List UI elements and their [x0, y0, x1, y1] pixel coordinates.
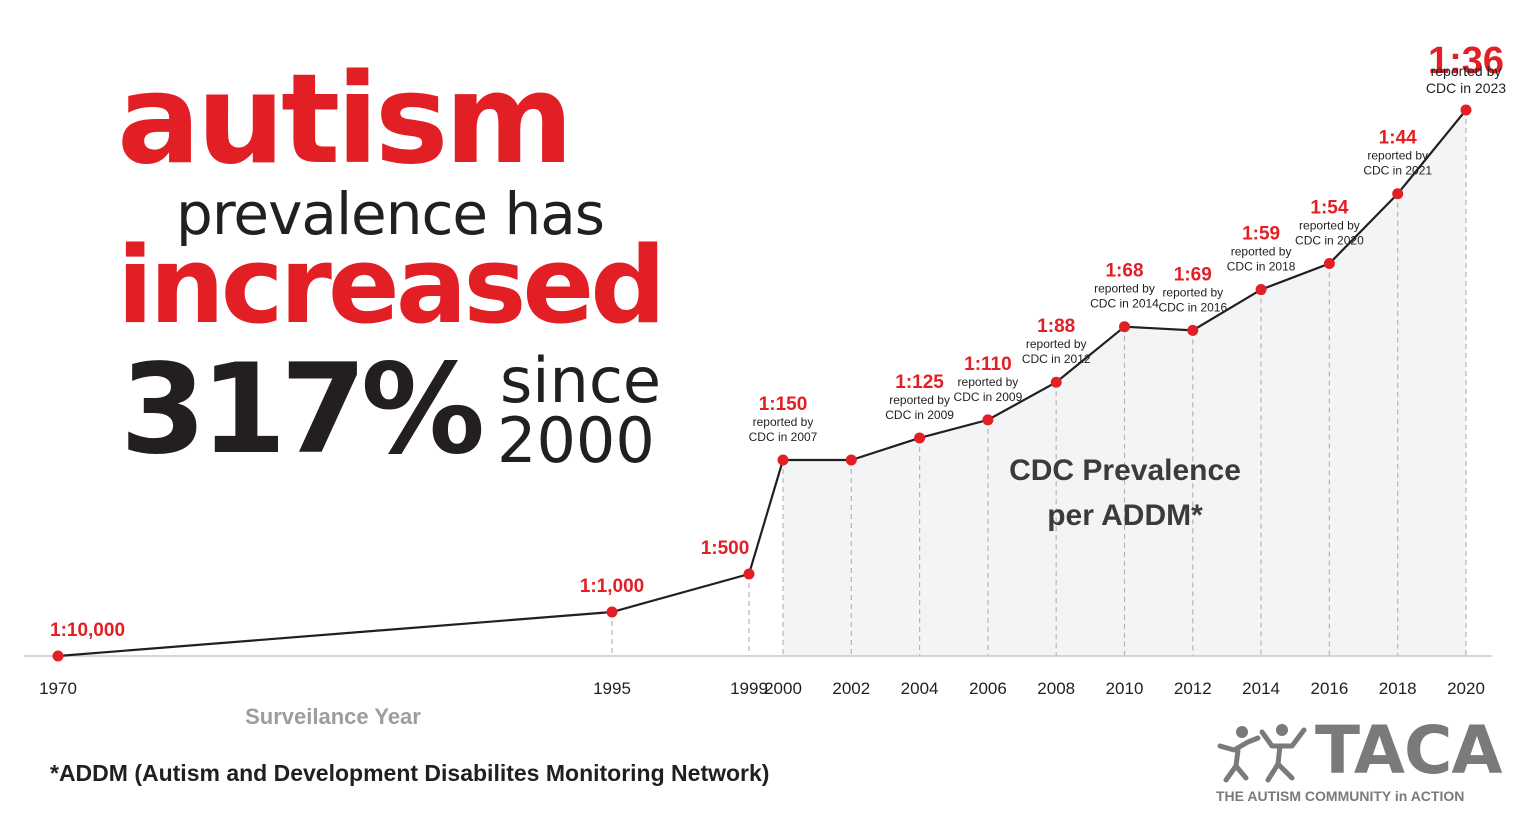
- ratio-label-1999: 1:500: [701, 538, 750, 559]
- x-tick-2018: 2018: [1379, 679, 1417, 698]
- note-label-2006: reported by: [958, 375, 1019, 389]
- x-tick-2000: 2000: [764, 679, 802, 698]
- headline-prevalence: prevalence has: [176, 180, 605, 248]
- note-label-2012-b: CDC in 2016: [1158, 300, 1227, 314]
- data-point-1995: [606, 606, 618, 618]
- note-label-2008-b: CDC in 2012: [1022, 352, 1091, 366]
- data-point-2016: [1323, 258, 1335, 270]
- ratio-label-2012: 1:69: [1174, 264, 1212, 285]
- note-label-2014-b: CDC in 2018: [1227, 260, 1296, 274]
- note-label-2008: reported by: [1026, 337, 1087, 351]
- data-point-1970: [52, 650, 64, 662]
- x-tick-2016: 2016: [1310, 679, 1348, 698]
- data-point-2018: [1392, 188, 1404, 200]
- x-tick-2010: 2010: [1106, 679, 1144, 698]
- note-label-2016: reported by: [1299, 219, 1360, 233]
- ratio-label-2020: 1:36: [1428, 40, 1504, 82]
- ratio-label-2016: 1:54: [1310, 198, 1348, 219]
- headline-increased: increased: [117, 224, 666, 347]
- x-tick-1999: 1999: [730, 679, 768, 698]
- note-label-2018-b: CDC in 2021: [1363, 164, 1432, 178]
- ratio-label-2000: 1:150: [759, 394, 808, 415]
- people-figures-icon: [1217, 724, 1307, 783]
- ratio-label-2018: 1:44: [1379, 128, 1417, 149]
- note-label-2006-b: CDC in 2009: [954, 390, 1023, 404]
- data-point-2006: [982, 414, 994, 426]
- note-label-2010: reported by: [1094, 282, 1155, 296]
- note-label-2014: reported by: [1231, 245, 1292, 259]
- x-tick-1970: 1970: [39, 679, 77, 698]
- x-tick-2002: 2002: [832, 679, 870, 698]
- chart-title-line2: per ADDM*: [1047, 499, 1203, 532]
- headline-percent: 317%: [120, 338, 485, 482]
- note-label-2012: reported by: [1162, 285, 1223, 299]
- headline-since: since: [500, 344, 662, 417]
- data-point-2002: [845, 454, 857, 466]
- note-label-2016-b: CDC in 2020: [1295, 234, 1364, 248]
- data-point-2012: [1187, 324, 1199, 336]
- note-label-2000-b: CDC in 2007: [749, 430, 818, 444]
- x-tick-2014: 2014: [1242, 679, 1280, 698]
- data-point-2008: [1050, 376, 1062, 388]
- logo-wordmark: TACA: [1315, 712, 1502, 789]
- taca-logo: TACA THE AUTISM COMMUNITY in ACTION: [1212, 718, 1512, 808]
- data-point-1999: [743, 568, 755, 580]
- x-axis-label: Surveilance Year: [245, 704, 421, 729]
- note-label-2010-b: CDC in 2014: [1090, 297, 1159, 311]
- ratio-label-1970: 1:10,000: [50, 620, 125, 641]
- ratio-label-2010: 1:68: [1105, 261, 1143, 282]
- x-tick-2006: 2006: [969, 679, 1007, 698]
- x-tick-2008: 2008: [1037, 679, 1075, 698]
- x-tick-2020: 2020: [1447, 679, 1485, 698]
- headline-autism: autism: [117, 48, 574, 192]
- data-point-2000: [777, 454, 789, 466]
- data-point-2014: [1255, 284, 1267, 296]
- series-line: [57, 109, 1467, 658]
- x-tick-2012: 2012: [1174, 679, 1212, 698]
- headline: autism prevalence has increased 317% sin…: [0, 0, 720, 480]
- x-tick-1995: 1995: [593, 679, 631, 698]
- note-label-2004-b: CDC in 2009: [885, 408, 954, 422]
- note-label-2000: reported by: [753, 415, 814, 429]
- ratio-label-1995: 1:1,000: [580, 576, 644, 597]
- ratio-label-2006: 1:110: [964, 354, 1012, 375]
- x-tick-2004: 2004: [901, 679, 939, 698]
- ratio-label-2008: 1:88: [1037, 316, 1075, 337]
- data-point-2020: [1460, 104, 1472, 116]
- note-label-2018: reported by: [1367, 149, 1428, 163]
- note-label-2020: reported by: [1431, 63, 1502, 79]
- note-label-2020-b: CDC in 2023: [1426, 80, 1506, 96]
- headline-since-year: 2000: [497, 404, 655, 477]
- data-point-2004: [914, 432, 926, 444]
- data-point-2010: [1119, 321, 1130, 333]
- chart-title-line1: CDC Prevalence: [1009, 454, 1241, 487]
- logo-tagline: THE AUTISM COMMUNITY in ACTION: [1216, 788, 1465, 804]
- footnote: *ADDM (Autism and Development Disabilite…: [50, 760, 770, 786]
- ratio-label-2014: 1:59: [1242, 224, 1280, 245]
- note-label-2004: reported by: [889, 393, 950, 407]
- ratio-label-2004: 1:125: [895, 372, 944, 393]
